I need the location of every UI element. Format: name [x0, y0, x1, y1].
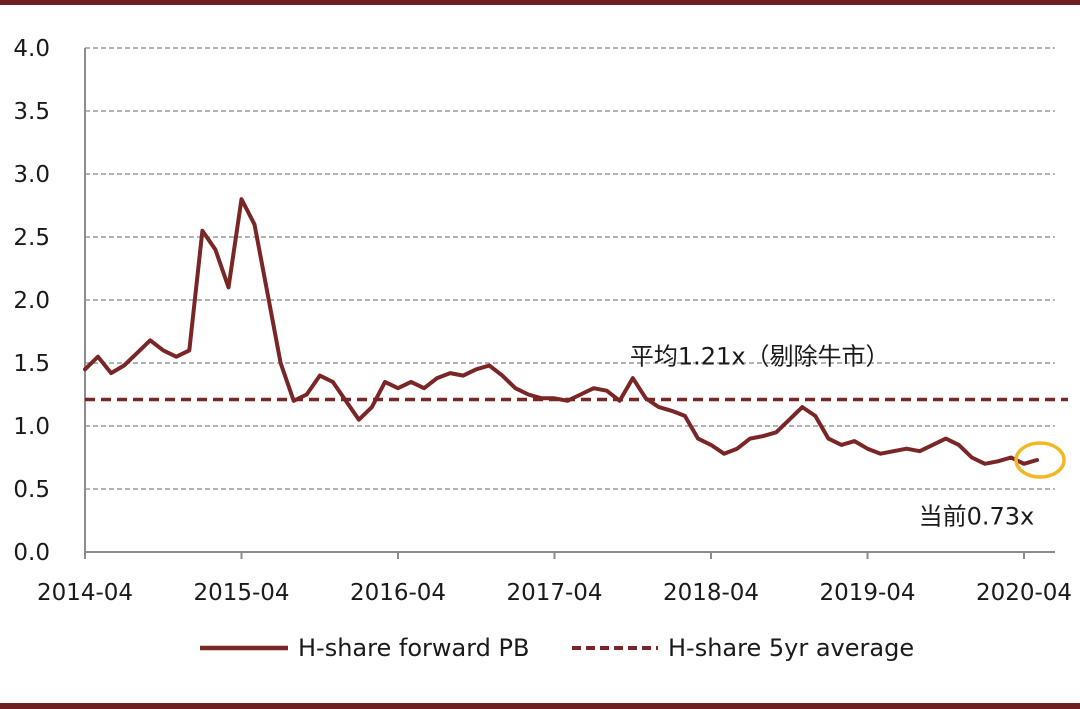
- y-tick-label: 0.5: [13, 477, 50, 503]
- y-tick-label: 3.5: [13, 99, 50, 125]
- series-layer: [83, 197, 1068, 479]
- y-tick-label: 3.0: [13, 162, 50, 188]
- x-tick-label: 2014-04: [37, 580, 133, 606]
- y-tick-label: 1.5: [13, 351, 50, 377]
- x-tick-labels: 2014-04 2015-04 2016-04 2017-04 2018-04 2019-…: [37, 552, 1072, 606]
- current-value-highlight: [1014, 441, 1066, 479]
- axes: [84, 48, 1055, 553]
- x-tick-label: 2016-04: [350, 580, 446, 606]
- series-line-forward-pb: [83, 197, 1039, 466]
- bottom-border: [0, 703, 1080, 709]
- y-tick-label: 2.0: [13, 288, 50, 314]
- legend: H-share forward PB H-share 5yr average: [200, 634, 914, 662]
- y-tick-label: 4.0: [13, 36, 50, 62]
- top-border: [0, 0, 1080, 5]
- x-tick-label: 2019-04: [819, 580, 915, 606]
- average-annotation: 平均1.21x（剔除牛市）: [630, 343, 890, 371]
- y-tick-label: 2.5: [13, 225, 50, 251]
- grid-lines: [85, 47, 1055, 490]
- x-tick-label: 2020-04: [976, 580, 1072, 606]
- y-tick-label: 0.0: [13, 540, 50, 566]
- y-tick-labels: 0.0 0.5 1.0 1.5 2.0 2.5 3.0 3.5 4.0: [13, 36, 50, 566]
- current-annotation: 当前0.73x: [919, 503, 1035, 531]
- annotation-layer: 平均1.21x（剔除牛市） 当前0.73x: [630, 343, 1034, 531]
- x-tick-label: 2017-04: [506, 580, 602, 606]
- y-tick-label: 1.0: [13, 414, 50, 440]
- legend-label-forward-pb: H-share forward PB: [298, 634, 529, 662]
- legend-label-5yr-average: H-share 5yr average: [668, 634, 914, 662]
- x-tick-label: 2018-04: [663, 580, 759, 606]
- x-tick-label: 2015-04: [193, 580, 289, 606]
